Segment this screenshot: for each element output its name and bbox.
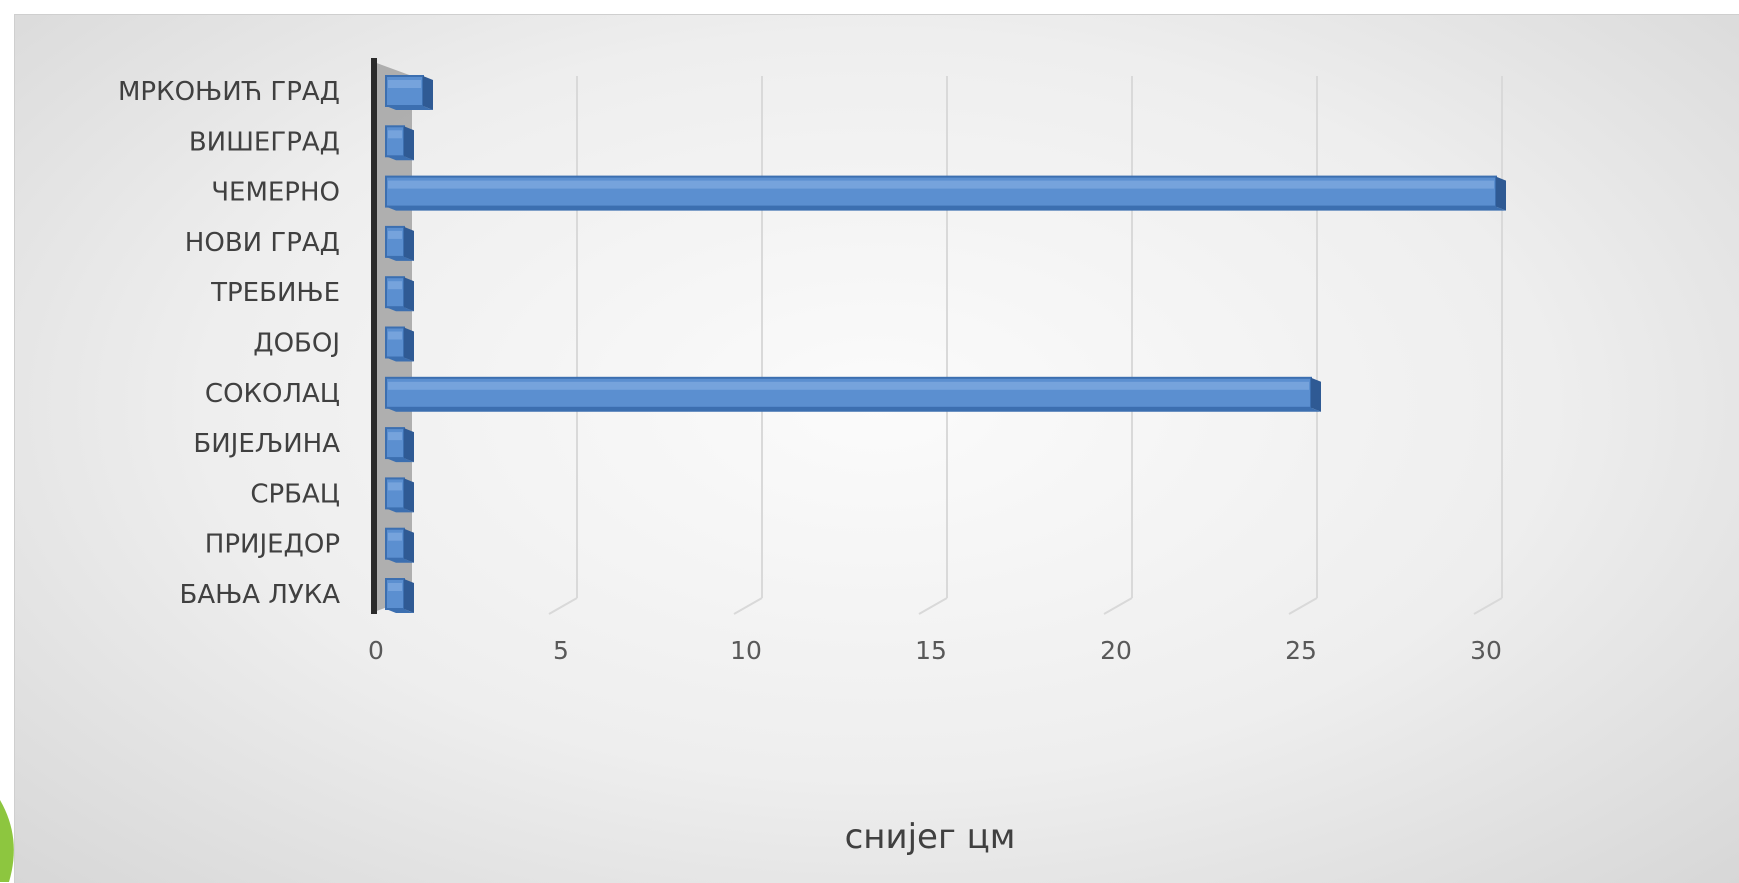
bar-highlight (388, 482, 402, 491)
category-label: БИЈЕЉИНА (193, 429, 340, 459)
bar-bottom-edge (386, 609, 414, 613)
category-labels: МРКОЊИЋ ГРАД ВИШЕГРАД ЧЕМЕРНО НОВИ ГРАД ТРЕБ… (118, 77, 340, 610)
bar-bottom-edge (386, 357, 414, 362)
bar-highlight (388, 281, 402, 290)
category-label: СРБАЦ (250, 479, 340, 509)
bar-6 (385, 326, 414, 362)
bar-end-cap (1496, 176, 1506, 211)
gridline-floor-15 (918, 597, 948, 615)
bar-highlight (388, 230, 402, 239)
bar-8 (385, 427, 414, 463)
bar-highlight (388, 80, 421, 88)
bar-highlight (388, 331, 402, 340)
bar-highlight (388, 381, 1309, 390)
category-label: ВИШЕГРАД (189, 127, 340, 157)
bar-highlight (388, 130, 402, 139)
bar-end-cap (404, 327, 414, 362)
gridline-floor-20 (1103, 597, 1133, 615)
bar-highlight (388, 532, 402, 541)
chart-area (14, 14, 1739, 883)
category-label: МРКОЊИЋ ГРАД (118, 77, 340, 107)
bar-bottom-edge (386, 256, 414, 261)
bar-end-cap (404, 428, 414, 463)
x-tick-labels: 0 5 10 15 20 25 30 (368, 636, 1502, 665)
bar-2 (385, 125, 414, 161)
bar-1 (385, 75, 433, 110)
bar-7 (385, 376, 1321, 412)
bar-end-cap (423, 76, 433, 110)
x-tick-label-5: 5 (553, 636, 569, 665)
category-label: ТРЕБИЊЕ (210, 278, 340, 308)
bar-bottom-edge (386, 156, 414, 161)
bar-highlight (388, 180, 1494, 189)
bar-bottom-edge (386, 458, 414, 463)
bar-4 (385, 225, 414, 261)
x-tick-label-15: 15 (915, 636, 947, 665)
x-tick-label-10: 10 (730, 636, 762, 665)
bar-bottom-edge (386, 508, 414, 513)
x-tick-label-0: 0 (368, 636, 384, 665)
x-axis-title: снијег цм (845, 817, 1016, 857)
gridline-floor-30 (1473, 597, 1503, 615)
gridlines (548, 76, 1503, 615)
bar-end-cap (404, 579, 414, 613)
bars (385, 75, 1506, 613)
bar-10 (385, 527, 414, 563)
category-label: ДОБОЈ (253, 329, 340, 359)
category-label: СОКОЛАЦ (205, 379, 340, 409)
bar-11 (385, 578, 414, 613)
x-tick-label-30: 30 (1470, 636, 1502, 665)
bar-3 (385, 175, 1506, 211)
bar-bottom-edge (386, 558, 414, 563)
category-label: ПРИЈЕДОР (205, 530, 340, 560)
bar-end-cap (404, 478, 414, 513)
category-label: ЧЕМЕРНО (211, 178, 340, 208)
category-label: БАЊА ЛУКА (180, 580, 341, 610)
gridline-floor-5 (548, 597, 578, 615)
bar-highlight (388, 583, 402, 591)
bar-bottom-edge (386, 106, 433, 110)
bar-9 (385, 477, 414, 513)
bar-end-cap (404, 226, 414, 261)
bar-bottom-edge (386, 307, 414, 312)
bar-bottom-edge (386, 407, 1321, 412)
category-label: НОВИ ГРАД (185, 228, 340, 258)
x-tick-label-25: 25 (1285, 636, 1317, 665)
gridline-floor-25 (1288, 597, 1318, 615)
bar-5 (385, 276, 414, 312)
bar-bottom-edge (386, 206, 1506, 211)
accent-arc-shape (0, 800, 14, 882)
bar-end-cap (1311, 377, 1321, 412)
gridline-floor-10 (733, 597, 763, 615)
x-tick-label-20: 20 (1100, 636, 1132, 665)
bar-end-cap (404, 126, 414, 161)
bar-end-cap (404, 528, 414, 563)
bar-end-cap (404, 277, 414, 312)
bar-highlight (388, 432, 402, 441)
